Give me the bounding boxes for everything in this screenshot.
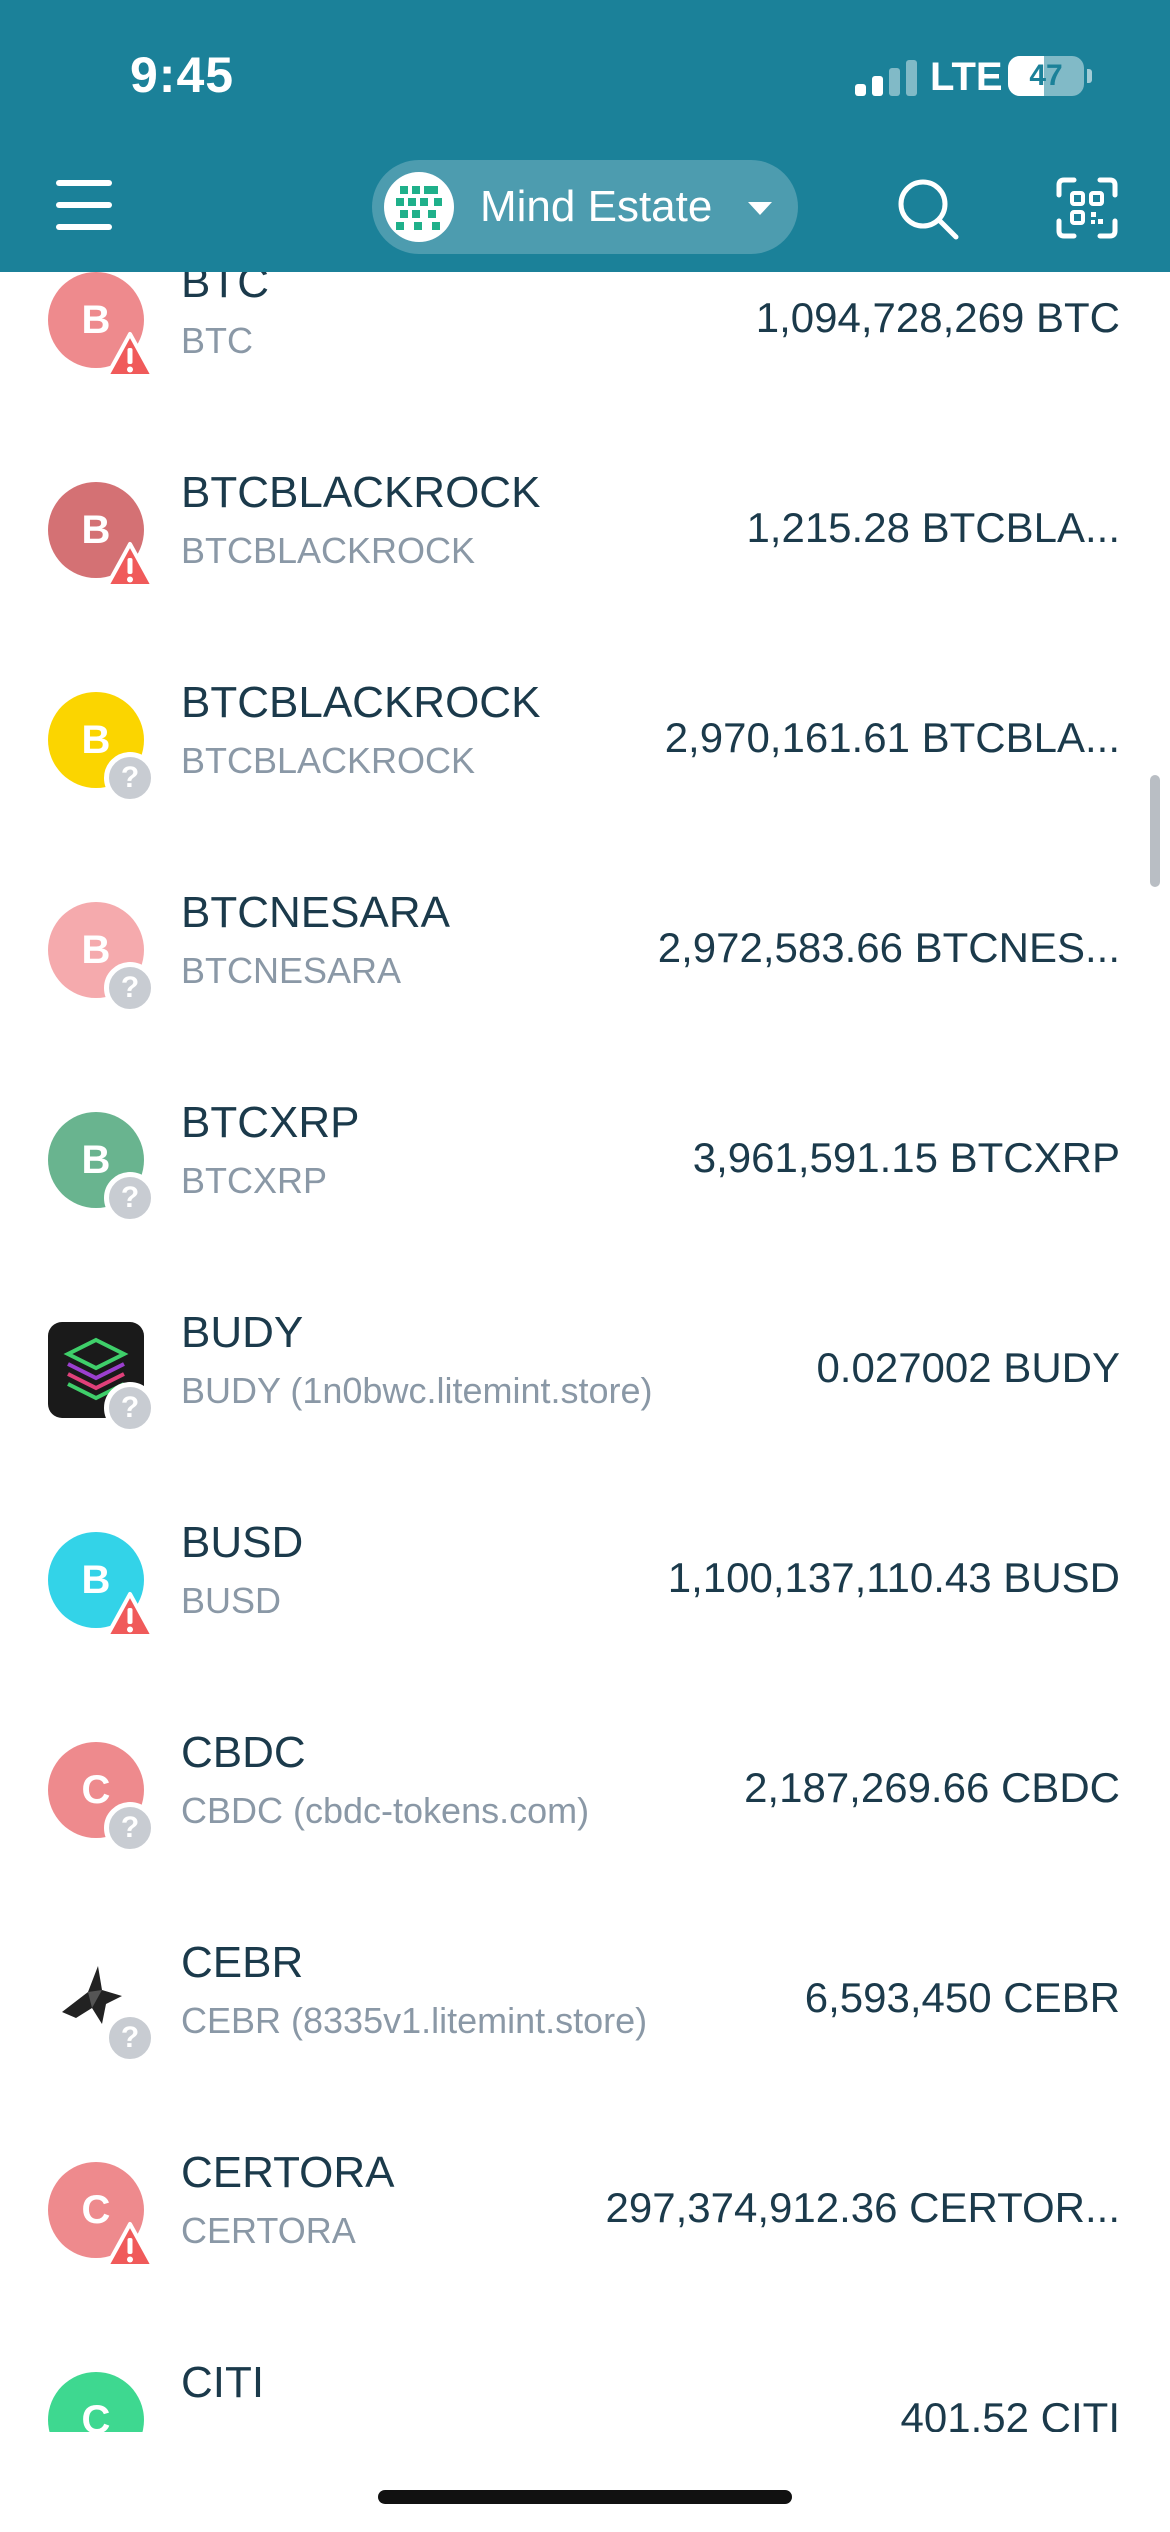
token-symbol: BTCNESARA xyxy=(181,888,450,937)
account-name: Mind Estate xyxy=(480,182,713,231)
token-symbol: BTCBLACKROCK xyxy=(181,468,541,517)
token-name: BUSD xyxy=(181,1580,282,1621)
token-balance: 1,094,728,269 BTC xyxy=(755,294,1120,341)
token-row[interactable]: ? CEBR CEBR (8335v1.litemint.store) 6,593,4… xyxy=(0,1892,1170,2102)
warning-icon xyxy=(104,1590,156,1642)
warning-icon xyxy=(104,540,156,592)
token-avatar: B xyxy=(48,1532,144,1628)
token-row[interactable]: ? BUDY BUDY (1n0bwc.litemint.store) 0.02700… xyxy=(0,1262,1170,1472)
token-avatar: B xyxy=(48,482,144,578)
chevron-down-icon xyxy=(748,202,772,215)
token-balance: 1,215.28 BTCBLA... xyxy=(746,504,1120,551)
token-symbol: BUDY xyxy=(181,1308,304,1357)
token-row[interactable]: B BTC BTC 1,094,728,269 BTC xyxy=(0,272,1170,422)
token-balance: 1,100,137,110.43 BUSD xyxy=(667,1554,1120,1601)
battery-tip xyxy=(1087,69,1092,83)
token-row[interactable]: C CITI 401.52 CITI xyxy=(0,2312,1170,2432)
token-symbol: BTC xyxy=(181,272,269,307)
token-symbol: BTCBLACKROCK xyxy=(181,678,541,727)
app-header: 9:45 LTE 47 Mind Estate xyxy=(0,0,1170,272)
token-name: BUDY (1n0bwc.litemint.store) xyxy=(181,1370,653,1411)
status-time: 9:45 xyxy=(130,47,235,103)
qr-scan-icon[interactable] xyxy=(1056,177,1118,239)
token-name: CERTORA xyxy=(181,2210,356,2251)
token-row[interactable]: B? BTCBLACKROCK BTCBLACKROCK 2,970,161.61 B… xyxy=(0,632,1170,842)
token-balance: 401.52 CITI xyxy=(900,2394,1120,2432)
token-name: BTCXRP xyxy=(181,1160,328,1201)
token-row[interactable]: B? BTCNESARA BTCNESARA 2,972,583.66 BTCNES.… xyxy=(0,842,1170,1052)
token-balance: 6,593,450 CEBR xyxy=(804,1974,1120,2021)
token-symbol: CERTORA xyxy=(181,2148,395,2197)
token-balance: 297,374,912.36 CERTOR... xyxy=(605,2184,1120,2231)
token-balance: 2,187,269.66 CBDC xyxy=(744,1764,1120,1811)
warning-icon xyxy=(104,330,156,382)
warning-icon xyxy=(104,2220,156,2272)
token-symbol: CEBR xyxy=(181,1938,304,1987)
token-symbol: BUSD xyxy=(181,1518,304,1567)
scrollbar[interactable] xyxy=(1150,775,1160,887)
token-balance: 0.027002 BUDY xyxy=(816,1344,1120,1391)
token-avatar: B xyxy=(48,902,144,998)
origami-bird-logo-icon xyxy=(48,1952,144,2048)
token-row[interactable]: C CERTORA CERTORA 297,374,912.36 CERTOR... xyxy=(0,2102,1170,2312)
battery-icon: 47 xyxy=(1008,56,1084,96)
token-name: CEBR (8335v1.litemint.store) xyxy=(181,2000,648,2041)
question-mark-icon: ? xyxy=(104,1382,156,1434)
cellular-signal-icon xyxy=(855,60,917,96)
question-mark-icon: ? xyxy=(104,752,156,804)
token-row[interactable]: B? BTCXRP BTCXRP 3,961,591.15 BTCXRP xyxy=(0,1052,1170,1262)
token-row[interactable]: C? CBDC CBDC (cbdc-tokens.com) 2,187,269.66… xyxy=(0,1682,1170,1892)
question-mark-icon: ? xyxy=(104,1802,156,1854)
network-type: LTE xyxy=(930,55,1003,99)
token-name: CBDC (cbdc-tokens.com) xyxy=(181,1790,590,1831)
battery-percent: 47 xyxy=(1029,59,1063,92)
question-mark-icon: ? xyxy=(104,962,156,1014)
token-list[interactable]: B BTC BTC 1,094,728,269 BTC B BTCBLACKROCK BTC… xyxy=(0,272,1170,2432)
search-icon[interactable] xyxy=(895,176,961,242)
account-avatar xyxy=(384,172,454,242)
token-name: BTC xyxy=(181,320,253,361)
question-mark-icon: ? xyxy=(104,2012,156,2064)
token-row[interactable]: B BTCBLACKROCK BTCBLACKROCK 1,215.28 BTCBLA… xyxy=(0,422,1170,632)
token-name: BTCNESARA xyxy=(181,950,402,991)
token-avatar: C xyxy=(48,2372,144,2432)
account-selector[interactable]: Mind Estate xyxy=(372,160,798,254)
home-indicator[interactable] xyxy=(378,2490,792,2504)
question-mark-icon: ? xyxy=(104,1172,156,1224)
hamburger-menu-icon[interactable] xyxy=(56,180,112,230)
token-name: BTCBLACKROCK xyxy=(181,740,476,781)
token-balance: 3,961,591.15 BTCXRP xyxy=(692,1134,1120,1181)
token-balance: 2,972,583.66 BTCNES... xyxy=(657,924,1120,971)
token-symbol: CBDC xyxy=(181,1728,306,1777)
token-row[interactable]: B BUSD BUSD 1,100,137,110.43 BUSD xyxy=(0,1472,1170,1682)
token-name: BTCBLACKROCK xyxy=(181,530,476,571)
token-symbol: CITI xyxy=(181,2358,265,2407)
token-symbol: BTCXRP xyxy=(181,1098,360,1147)
token-balance: 2,970,161.61 BTCBLA... xyxy=(664,714,1120,761)
